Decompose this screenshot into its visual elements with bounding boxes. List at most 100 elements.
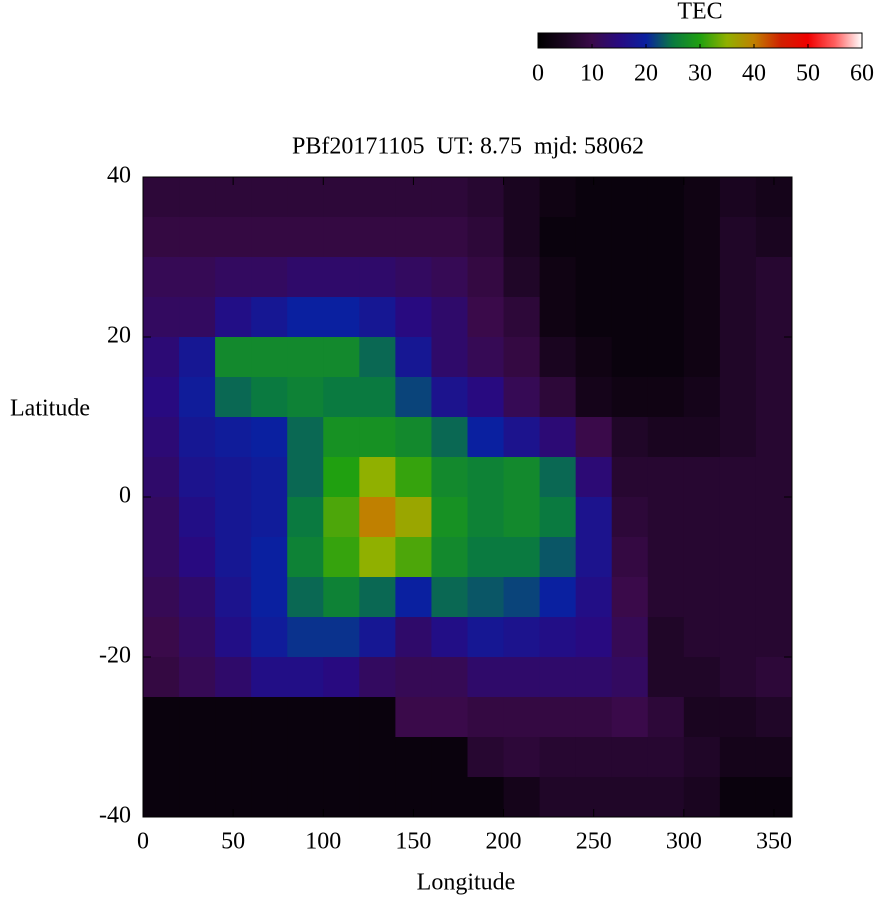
heat-cell	[539, 297, 577, 338]
heat-cell	[575, 577, 613, 618]
heat-cell	[575, 417, 613, 458]
heat-cell	[575, 537, 613, 578]
heat-cell	[503, 777, 541, 818]
heat-cell	[575, 657, 613, 698]
heat-cell	[179, 457, 216, 498]
heat-cell	[539, 657, 577, 698]
heat-cell	[683, 657, 721, 698]
heat-cell	[719, 777, 757, 818]
heat-cell	[323, 257, 360, 298]
heat-cell	[575, 337, 613, 378]
heat-cell	[251, 417, 288, 458]
heat-cell	[143, 257, 180, 298]
heat-cell	[575, 217, 613, 258]
heat-cell	[143, 737, 180, 778]
heat-cell	[683, 537, 721, 578]
heat-cell	[647, 337, 685, 378]
heat-cell	[287, 697, 324, 738]
heat-cell	[503, 617, 541, 658]
heat-cell	[359, 417, 396, 458]
heat-cell	[719, 177, 757, 218]
heat-cell	[647, 217, 685, 258]
colorbar-tick-label: 40	[742, 61, 766, 87]
heat-cell	[467, 337, 505, 378]
heat-cell	[575, 617, 613, 658]
heat-cell	[251, 577, 288, 618]
heat-cell	[431, 377, 468, 418]
heat-cell	[359, 777, 396, 818]
heat-cell	[647, 617, 685, 658]
heat-cell	[179, 377, 216, 418]
heat-cell	[575, 457, 613, 498]
heat-cell	[431, 257, 468, 298]
heat-cell	[719, 417, 757, 458]
heat-cell	[251, 657, 288, 698]
heat-cell	[215, 497, 252, 538]
heat-cell	[143, 177, 180, 218]
heat-cell	[215, 257, 252, 298]
x-tick-label: 350	[756, 829, 792, 855]
heat-cell	[215, 697, 252, 738]
heat-cell	[359, 737, 396, 778]
heat-cell	[755, 497, 793, 538]
heat-cell	[503, 297, 541, 338]
heat-cell	[611, 497, 649, 538]
heat-cell	[683, 777, 721, 818]
heat-cell	[647, 657, 685, 698]
heat-cell	[287, 737, 324, 778]
heat-cell	[179, 777, 216, 818]
heat-cell	[467, 537, 505, 578]
heat-cell	[215, 577, 252, 618]
heat-cell	[323, 657, 360, 698]
heat-cell	[431, 297, 468, 338]
heat-cell	[755, 577, 793, 618]
heat-cell	[719, 217, 757, 258]
heat-cell	[215, 457, 252, 498]
heat-cell	[611, 377, 649, 418]
heat-cell	[431, 777, 468, 818]
heat-cell	[755, 737, 793, 778]
heat-cell	[179, 617, 216, 658]
heat-cell	[755, 617, 793, 658]
heat-cell	[755, 457, 793, 498]
heat-cell	[683, 337, 721, 378]
heat-cell	[467, 657, 505, 698]
heat-cell	[395, 697, 432, 738]
heat-cell	[179, 297, 216, 338]
heat-cell	[323, 497, 360, 538]
heat-cell	[431, 577, 468, 618]
heat-cell	[611, 337, 649, 378]
heat-cell	[323, 577, 360, 618]
colorbar-tick-label: 10	[580, 61, 604, 87]
heat-cell	[323, 297, 360, 338]
heat-cell	[575, 257, 613, 298]
heat-cell	[251, 777, 288, 818]
heat-cell	[215, 537, 252, 578]
heat-cell	[467, 377, 505, 418]
heat-cell	[539, 337, 577, 378]
colorbar-tick-label: 30	[688, 61, 712, 87]
heat-cell	[575, 737, 613, 778]
heat-cell	[395, 537, 432, 578]
heat-cell	[287, 777, 324, 818]
heat-cell	[467, 617, 505, 658]
heat-cell	[395, 257, 432, 298]
heat-cell	[647, 497, 685, 538]
heat-cell	[719, 377, 757, 418]
heat-cell	[431, 457, 468, 498]
heat-cell	[683, 257, 721, 298]
heat-cell	[143, 777, 180, 818]
y-axis-label: Latitude	[10, 396, 90, 422]
heat-cell	[323, 537, 360, 578]
heat-cell	[683, 497, 721, 538]
heat-cell	[503, 417, 541, 458]
heat-cell	[179, 257, 216, 298]
heat-cell	[251, 737, 288, 778]
x-tick-label: 150	[395, 829, 431, 855]
heat-cell	[179, 217, 216, 258]
heat-cell	[215, 297, 252, 338]
heat-cell	[719, 577, 757, 618]
heat-cell	[143, 577, 180, 618]
heat-cell	[683, 617, 721, 658]
